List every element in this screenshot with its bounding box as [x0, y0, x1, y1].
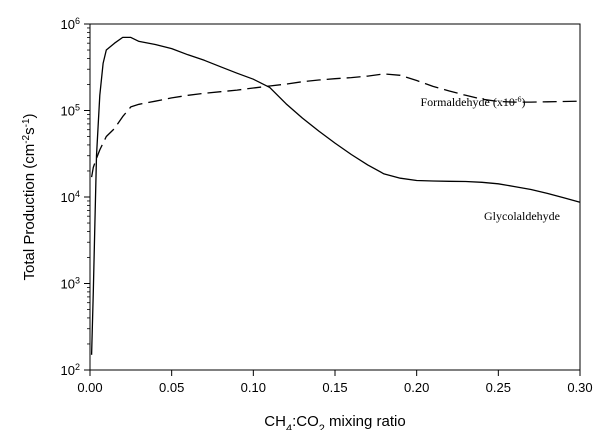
x-tick-label: 0.25	[486, 380, 511, 395]
x-axis-label: CH4:CO2 mixing ratio	[264, 413, 405, 430]
y-tick-label: 106	[61, 16, 80, 32]
y-tick-label: 103	[61, 276, 80, 292]
x-tick-label: 0.15	[322, 380, 347, 395]
x-tick-label: 0.20	[404, 380, 429, 395]
x-tick-label: 0.00	[77, 380, 102, 395]
x-tick-label: 0.30	[567, 380, 592, 395]
y-axis-label: Total Production (cm-2s-1)	[21, 113, 39, 280]
y-tick-label: 105	[61, 103, 80, 119]
series-label-glycolaldehyde: Glycolaldehyde	[484, 209, 560, 223]
y-tick-label: 104	[61, 189, 80, 205]
x-tick-label: 0.10	[241, 380, 266, 395]
axis-ticks: 0.00 0.05 0.10 0.15 0.20 0.25 0.30 102 103 104 105…	[61, 16, 593, 395]
series-group	[90, 36, 581, 355]
x-tick-label: 0.05	[159, 380, 184, 395]
y-tick-label: 102	[61, 362, 80, 378]
plot-area	[89, 23, 581, 371]
series-line-glycolaldehyde	[90, 36, 581, 355]
series-line-formaldehyde	[90, 73, 581, 178]
